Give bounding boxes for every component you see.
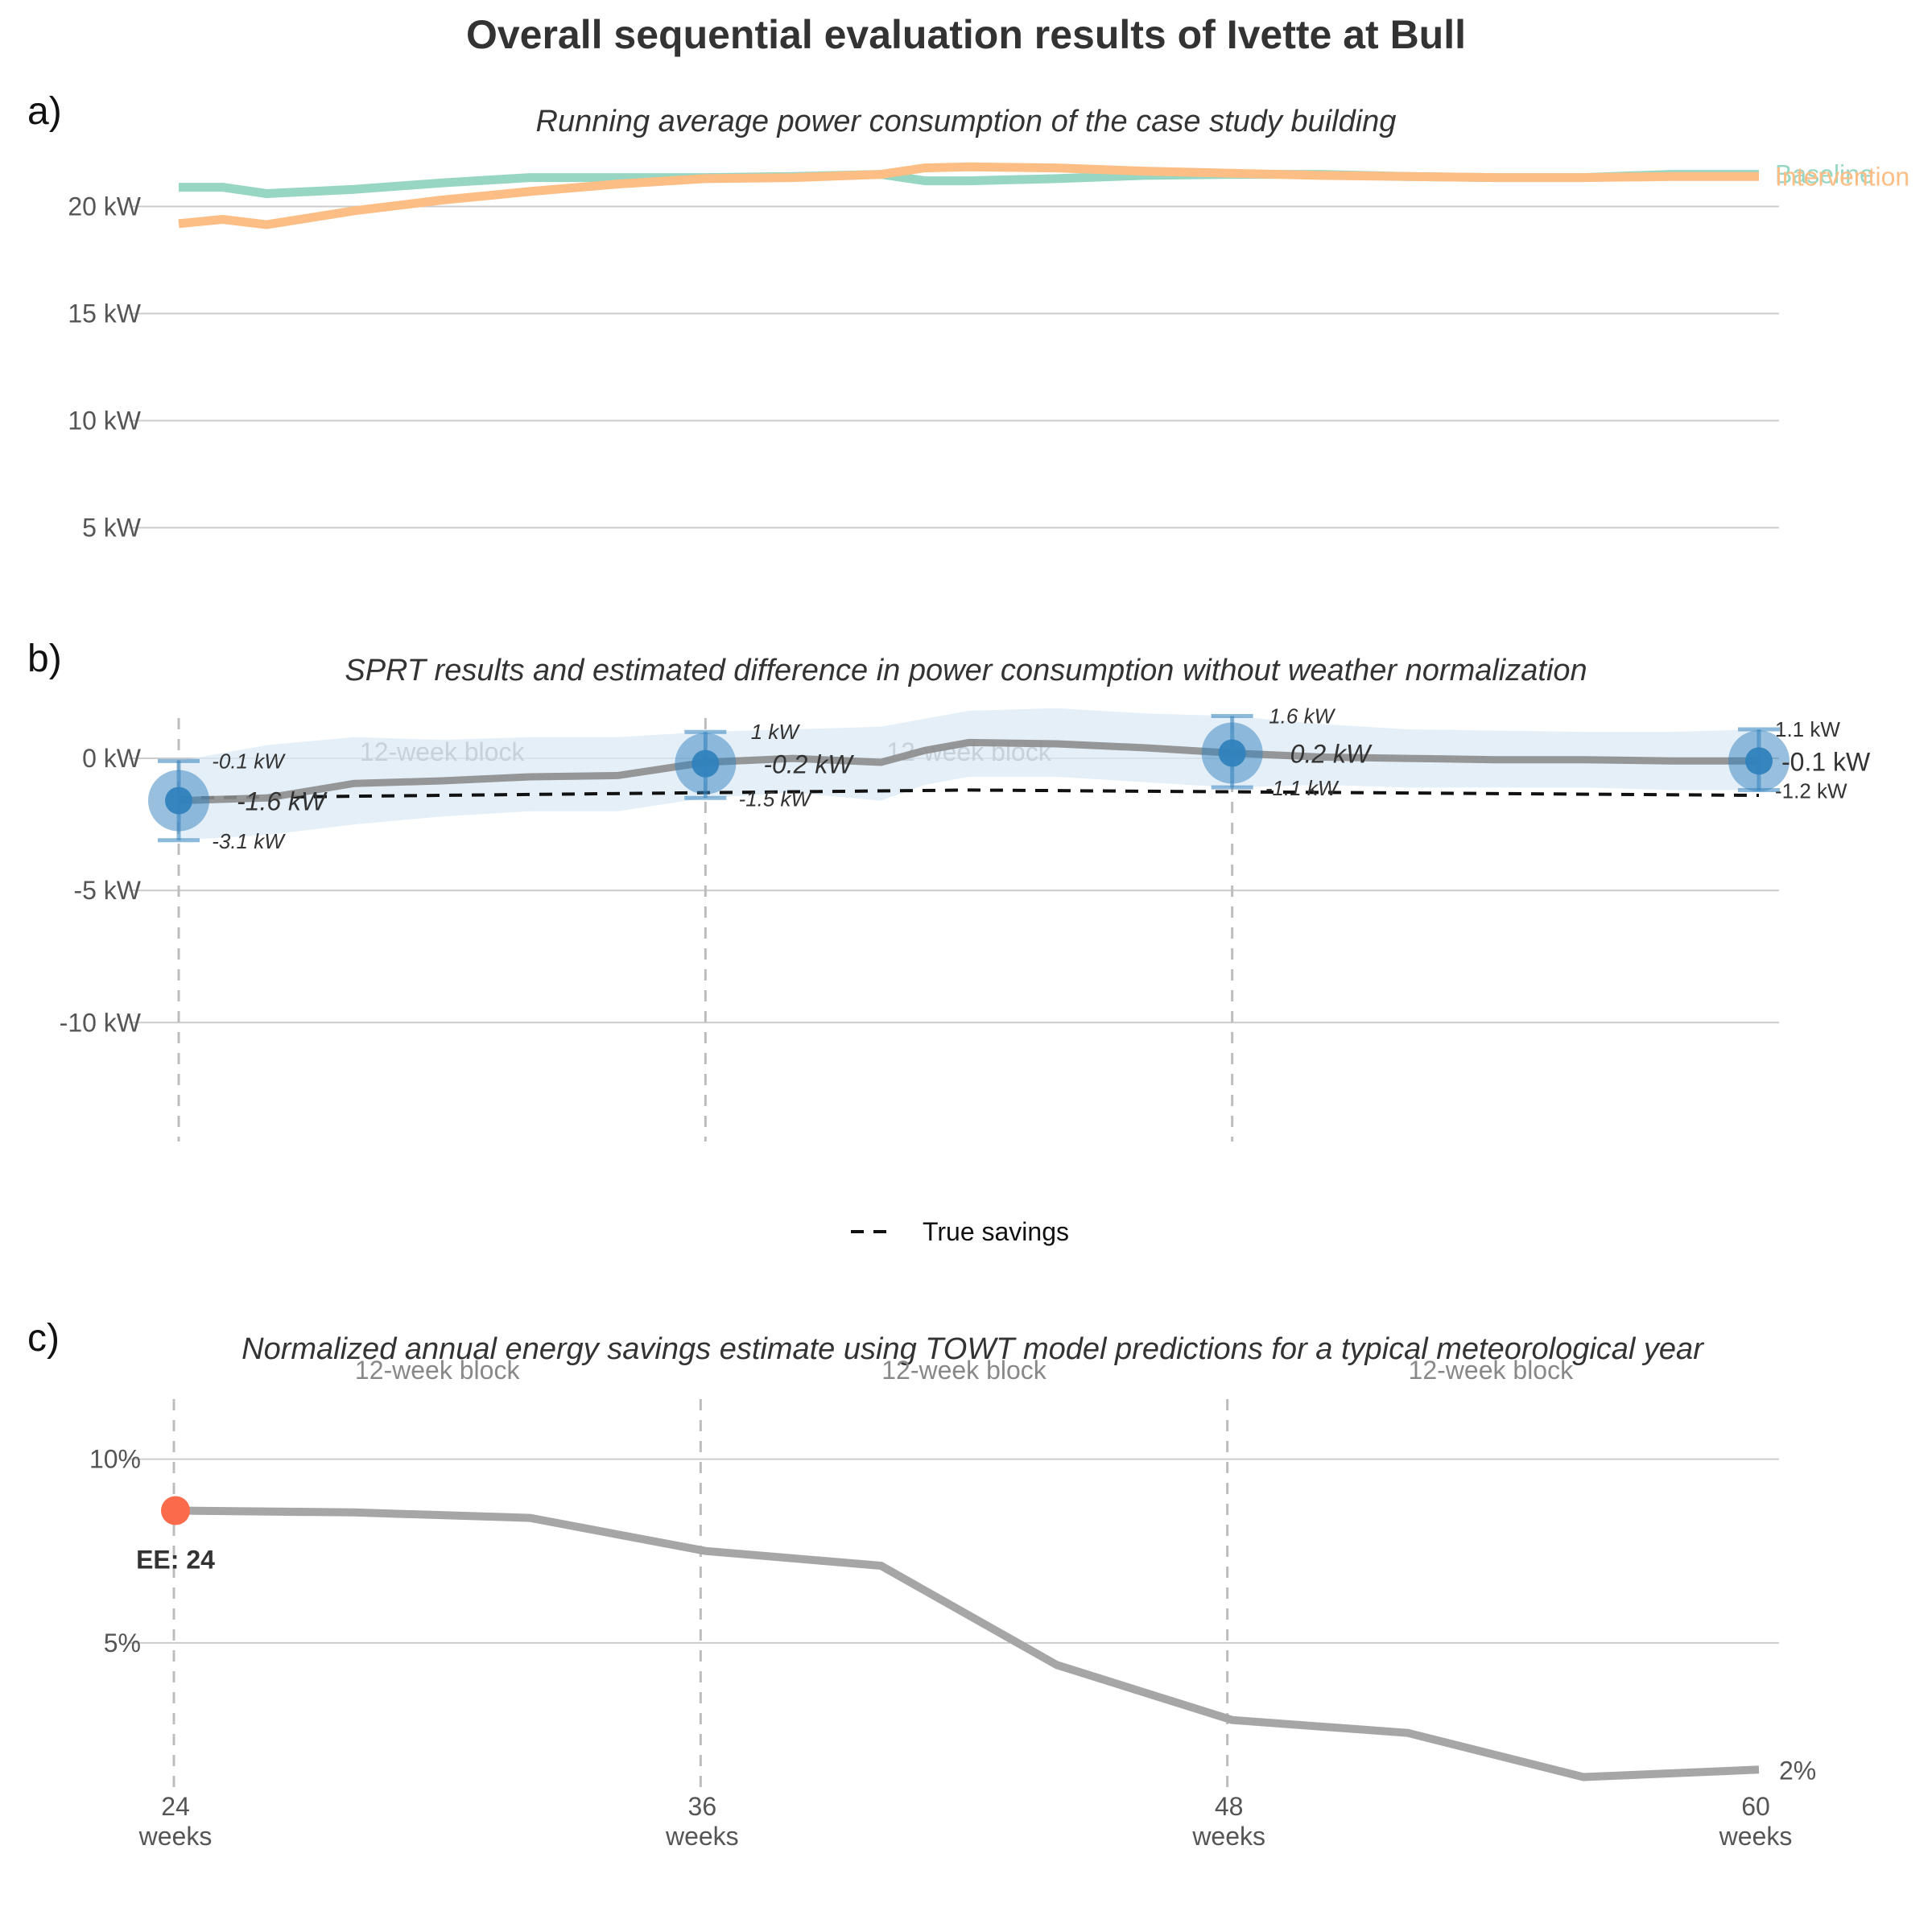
panel-b: b) SPRT results and estimated difference… (27, 638, 1871, 1246)
panel-b-lower-label: -3.1 kW (212, 829, 286, 853)
panel-c-y-tick-label: 5% (104, 1629, 141, 1657)
panel-c-x-tick-label: 36 (688, 1792, 717, 1821)
panel-a-title: Running average power consumption of the… (536, 105, 1397, 138)
panel-c-block-label: 12-week block (881, 1356, 1047, 1385)
legend-true-savings-label: True savings (923, 1217, 1069, 1246)
panel-b-y-tick-label: 0 kW (82, 744, 142, 773)
panel-c-block-label: 12-week block (355, 1356, 521, 1385)
panel-c-x-tick-label: 24 (161, 1792, 190, 1821)
panel-a: a) Running average power consumption of … (27, 90, 1909, 543)
panel-b-estimate-label: -0.2 kW (763, 750, 854, 779)
panel-b-lower-label: -1.5 kW (739, 786, 813, 811)
panel-b-estimate-label: -0.1 kW (1781, 747, 1871, 776)
panel-b-true-savings-line (178, 788, 1760, 800)
panel-b-estimate-point (165, 786, 192, 815)
panel-a-y-tick-label: 15 kW (68, 299, 141, 328)
chart-title: Overall sequential evaluation results of… (465, 12, 1467, 57)
panel-c-title: Normalized annual energy savings estimat… (242, 1332, 1704, 1366)
panel-a-y-tick-label: 10 kW (68, 407, 141, 436)
panel-b-upper-label: 1.1 kW (1775, 717, 1840, 741)
panel-a-y-tick-label: 5 kW (82, 514, 142, 543)
panel-b-letter: b) (27, 638, 62, 680)
panel-b-estimate-point (691, 749, 720, 778)
panel-b-lower-label: -1.2 kW (1775, 778, 1847, 803)
legend: True savings (851, 1217, 1069, 1246)
panel-b-y-tick-label: -5 kW (73, 876, 141, 905)
panel-a-series-label-intervention: Intervention (1775, 162, 1909, 191)
panel-b-estimate-label: -1.6 kW (237, 787, 328, 816)
panel-c-block-label: 12-week block (1409, 1356, 1575, 1385)
panel-a-y-tick-label: 20 kW (68, 192, 141, 221)
panel-c-x-tick-unit: weeks (665, 1822, 739, 1851)
panel-b-estimate-label: 0.2 kW (1290, 739, 1373, 768)
panel-c-letter: c) (27, 1317, 60, 1360)
panel-c-x-tick-label: 60 (1741, 1792, 1770, 1821)
panel-c-x-tick-unit: weeks (1719, 1822, 1793, 1851)
panel-c-end-label: 2% (1779, 1756, 1816, 1785)
panel-b-upper-label: -0.1 kW (212, 749, 286, 773)
panel-c-y-tick-label: 10% (89, 1445, 141, 1474)
panel-b-title: SPRT results and estimated difference in… (345, 654, 1587, 687)
panel-c-x-tick-label: 48 (1215, 1792, 1244, 1821)
panel-a-letter: a) (27, 90, 62, 133)
panel-b-estimate-point (1218, 739, 1246, 767)
panel-c-savings-line (178, 1506, 1760, 1781)
panel-b-lower-label: -1.1 kW (1265, 776, 1340, 800)
panel-b-estimate-point (1745, 747, 1773, 775)
panel-c-ee-point (161, 1496, 190, 1525)
panel-c-ee-label: EE: 24 (136, 1546, 215, 1575)
panel-b-confidence-band (179, 708, 1759, 840)
panel-b-estimate-line (178, 738, 1759, 805)
panel-b-upper-label: 1.6 kW (1269, 704, 1335, 729)
panel-b-y-tick-label: -10 kW (60, 1008, 142, 1037)
panel-b-upper-label: 1 kW (751, 720, 801, 744)
panel-a-series-intervention-line (178, 162, 1759, 229)
panel-c-x-tick-unit: weeks (1191, 1822, 1265, 1851)
panel-a-series-label-baseline: Baseline (1775, 160, 1874, 189)
panel-c: c) Normalized annual energy savings esti… (27, 1317, 1816, 1851)
panel-c-x-tick-unit: weeks (138, 1822, 213, 1851)
